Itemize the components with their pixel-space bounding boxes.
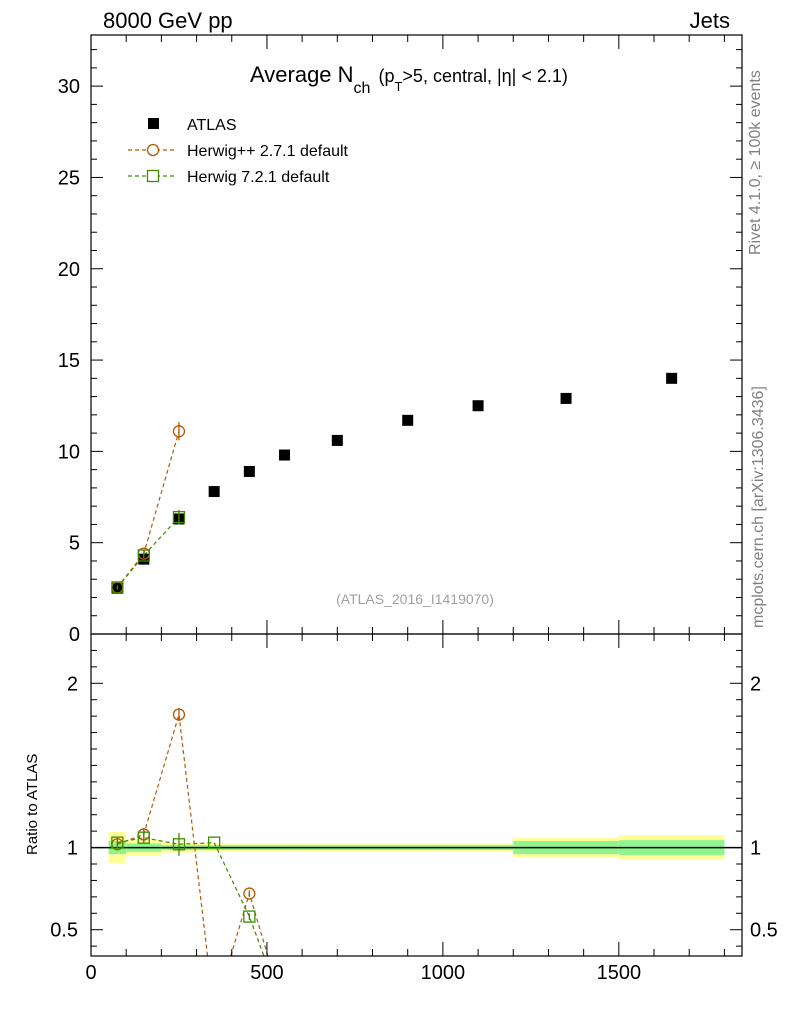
header-process-label: Jets [690,8,730,33]
title-open: (p [378,66,394,86]
herwig7-ratio-point [137,831,150,844]
atlas-data-point [279,449,291,461]
title-sub-ch: ch [354,80,371,97]
title-tail: >5, central, |η| < 2.1) [402,66,567,86]
atlas-data-point [402,414,414,426]
legend-herwigpp-label: Herwig++ 2.7.1 default [187,143,349,160]
ratio-ytick-label-right: 1 [750,838,761,860]
atlas-data-point [208,486,220,498]
legend-herwigpp-marker [146,143,160,157]
atlas-data-point [331,434,343,446]
main-ytick-label: 15 [58,350,80,372]
legend-atlas-marker [148,118,159,129]
herwig7-data-point [172,510,186,524]
ratio-panel: 0.5 0.5 1 1 2 2 0 500 1000 1500 [50,633,778,984]
title-main: Average N [250,62,354,87]
legend-atlas-label: ATLAS [187,117,237,134]
legend: ATLAS Herwig++ 2.7.1 default Herwig 7.2.… [128,117,349,186]
mcplots-label: mcplots.cern.ch [arXiv:1306.3436] [750,386,767,628]
rivet-version-label: Rivet 4.1.0, ≥ 100k events [747,70,764,255]
title-sub-t: T [394,79,402,94]
xtick-label: 1000 [421,962,466,984]
xtick-label: 0 [85,962,96,984]
herwigpp-data-point [172,425,186,438]
ratio-ytick-label: 1 [67,838,78,860]
herwig7-ratio-point [208,836,221,849]
legend-herwig7-label: Herwig 7.2.1 default [187,169,330,186]
legend-herwig7-marker [146,169,160,183]
ratio-ytick-label: 2 [67,673,78,695]
main-ytick-label: 30 [58,76,80,98]
xtick-label: 1500 [597,962,642,984]
ratio-ylabel: Ratio to ATLAS [24,754,41,855]
main-ytick-label: 10 [58,441,80,463]
atlas-data-point [560,392,572,404]
atlas-data-point [472,400,484,412]
plot-title: Average Nch (pT>5, central, |η| < 2.1) [250,62,568,97]
ratio-ytick-label-right: 0.5 [750,920,778,942]
ratio-panel-frame [90,633,743,957]
main-ytick-label: 0 [69,624,80,646]
ratio-ytick-label-right: 2 [750,673,761,695]
main-ytick-label: 20 [58,259,80,281]
main-ytick-label: 25 [58,167,80,189]
ratio-ytick-label: 0.5 [50,920,78,942]
analysis-watermark: (ATLAS_2016_I1419070) [336,591,494,607]
main-panel: 0 5 10 15 20 25 30 [58,34,743,646]
atlas-data-point [243,465,255,477]
main-series-line [116,516,180,588]
herwig7-ratio-point [243,910,256,923]
xtick-label: 500 [250,962,283,984]
herwigpp-ratio-point [172,708,186,721]
herwigpp-ratio-point [243,887,256,900]
header-energy-label: 8000 GeV pp [103,8,233,33]
herwig7-data-point [111,581,124,594]
ratio-series-line [117,837,265,956]
herwig7-data-point [137,549,150,562]
atlas-data-point [666,372,678,384]
herwig7-ratio-point [111,836,124,849]
main-ytick-label: 5 [69,533,80,555]
herwig7-ratio-point [172,838,186,851]
